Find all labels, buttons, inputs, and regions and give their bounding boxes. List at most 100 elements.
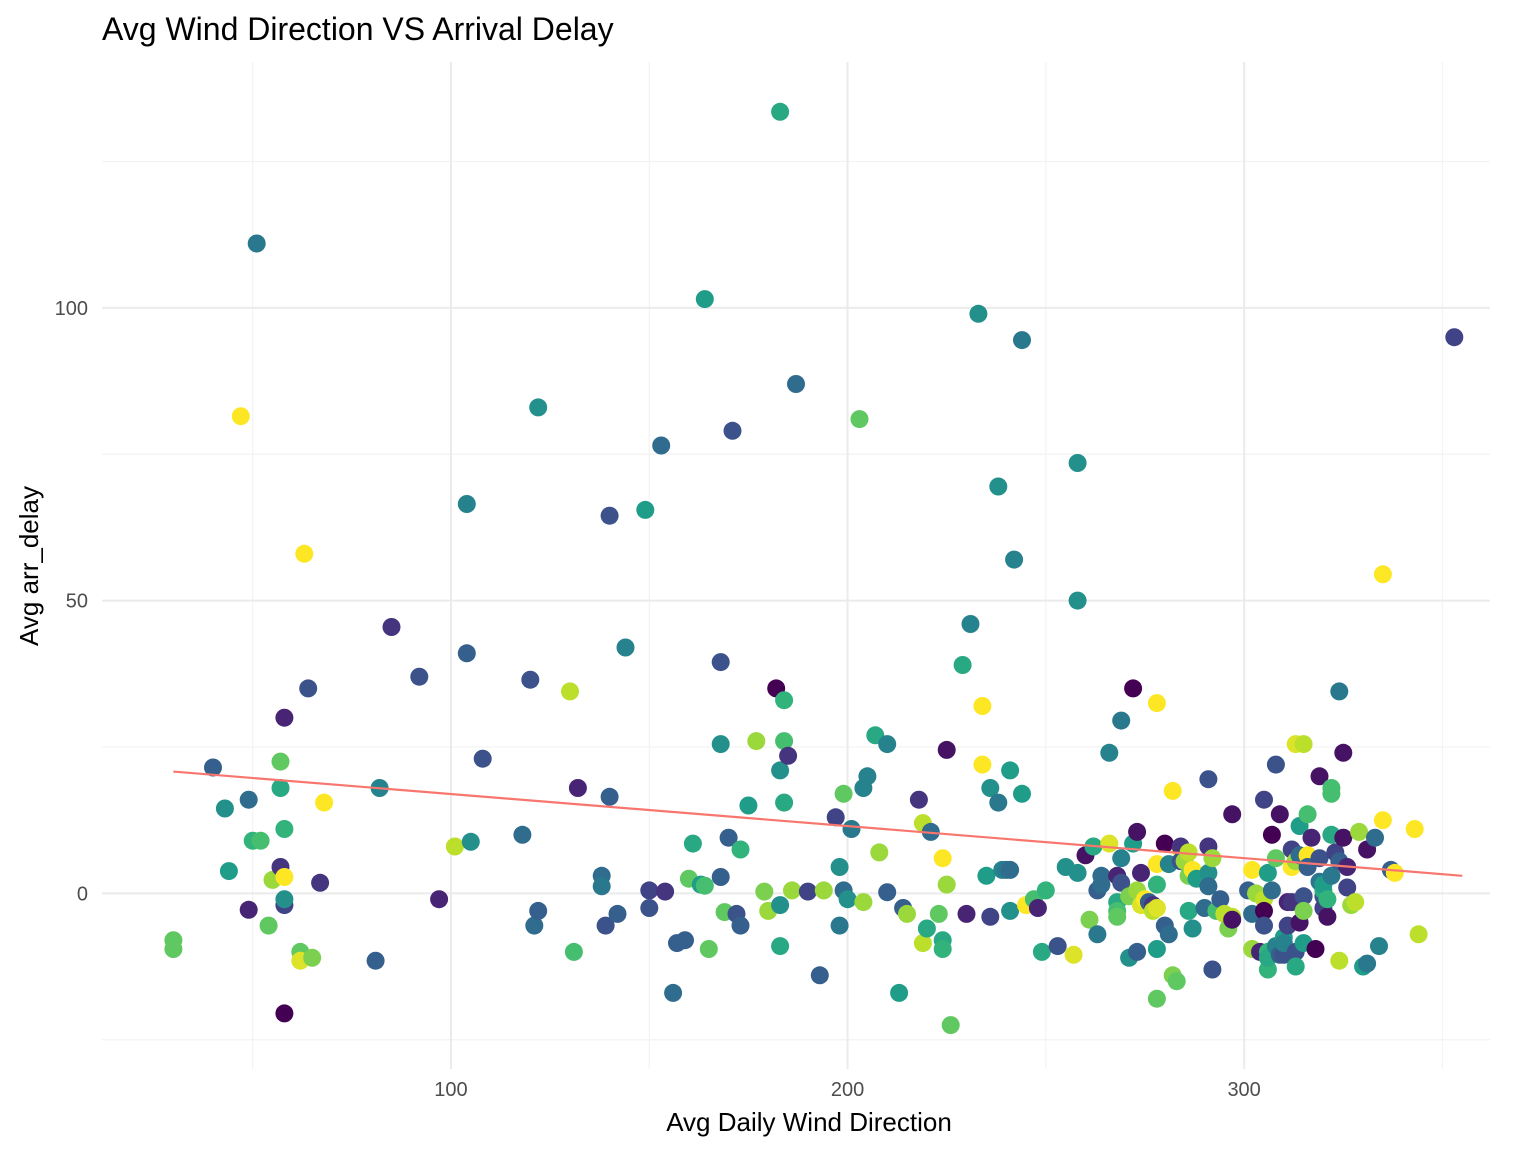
data-point bbox=[1258, 863, 1277, 882]
data-point bbox=[311, 873, 330, 892]
data-point bbox=[1445, 328, 1464, 347]
x-tick-label: 200 bbox=[831, 1079, 864, 1101]
data-point bbox=[870, 843, 889, 862]
data-point bbox=[215, 799, 234, 818]
data-point bbox=[303, 948, 322, 967]
data-point bbox=[1310, 767, 1329, 786]
data-point bbox=[842, 820, 861, 838]
data-point bbox=[1001, 761, 1020, 780]
data-point bbox=[1409, 925, 1428, 944]
data-point bbox=[814, 881, 833, 900]
data-point bbox=[1294, 735, 1313, 754]
data-point bbox=[521, 670, 540, 689]
data-point bbox=[1163, 781, 1182, 800]
data-point bbox=[275, 868, 294, 886]
data-point bbox=[1322, 784, 1341, 803]
x-tick-label: 100 bbox=[434, 1079, 467, 1101]
y-tick-label: 0 bbox=[77, 883, 88, 905]
data-point bbox=[937, 875, 956, 894]
data-point bbox=[1112, 711, 1131, 730]
data-point bbox=[1147, 940, 1166, 958]
data-point bbox=[878, 735, 897, 754]
data-point bbox=[461, 832, 480, 851]
data-point bbox=[933, 849, 952, 868]
data-point bbox=[1330, 682, 1349, 701]
data-points bbox=[164, 102, 1464, 1035]
data-point bbox=[1223, 910, 1242, 929]
data-point bbox=[1318, 890, 1337, 909]
data-point bbox=[1266, 849, 1285, 868]
data-point bbox=[1373, 811, 1392, 830]
data-point bbox=[878, 883, 897, 902]
data-point bbox=[1147, 899, 1166, 917]
data-point bbox=[1108, 907, 1127, 926]
trend-line bbox=[173, 770, 1463, 877]
minor-gridlines bbox=[102, 62, 1490, 1069]
data-point bbox=[1028, 899, 1047, 917]
data-point bbox=[1334, 828, 1353, 847]
data-point bbox=[973, 697, 992, 715]
data-point bbox=[1068, 863, 1087, 882]
data-point bbox=[719, 828, 738, 847]
data-point bbox=[1199, 877, 1218, 896]
data-point bbox=[1366, 828, 1384, 847]
trend-line-group bbox=[173, 770, 1463, 877]
data-point bbox=[640, 899, 659, 917]
data-point bbox=[676, 931, 694, 950]
data-point bbox=[457, 495, 476, 513]
data-point bbox=[1306, 940, 1325, 958]
data-point bbox=[1294, 887, 1313, 906]
data-point bbox=[275, 1004, 294, 1023]
data-point bbox=[1203, 849, 1222, 868]
data-point bbox=[854, 893, 873, 912]
data-point bbox=[1358, 954, 1377, 973]
data-point bbox=[989, 477, 1008, 496]
data-point bbox=[513, 825, 532, 844]
data-point bbox=[299, 679, 318, 698]
data-point bbox=[1199, 770, 1218, 789]
data-point bbox=[1064, 945, 1083, 964]
x-axis-title: Avg Daily Wind Direction bbox=[666, 1107, 952, 1137]
data-point bbox=[830, 916, 849, 935]
data-point bbox=[1255, 916, 1273, 935]
data-point bbox=[1203, 960, 1222, 979]
data-point bbox=[1270, 805, 1289, 824]
data-point bbox=[275, 820, 294, 838]
data-point bbox=[977, 866, 996, 885]
data-point bbox=[981, 779, 1000, 797]
data-point bbox=[1302, 828, 1321, 847]
data-point bbox=[711, 735, 730, 754]
data-point bbox=[382, 618, 401, 636]
data-point bbox=[981, 907, 1000, 926]
data-point bbox=[969, 304, 988, 323]
data-point bbox=[410, 667, 429, 686]
data-point bbox=[596, 916, 615, 935]
data-point bbox=[275, 708, 294, 727]
data-point bbox=[775, 793, 794, 812]
data-point bbox=[695, 290, 714, 309]
data-point bbox=[1100, 743, 1119, 762]
data-point bbox=[1262, 825, 1281, 844]
data-point bbox=[941, 1016, 960, 1035]
data-point bbox=[239, 900, 258, 919]
data-point bbox=[1370, 937, 1388, 956]
data-point bbox=[1112, 873, 1131, 892]
data-point bbox=[826, 808, 845, 827]
data-point bbox=[1179, 843, 1198, 862]
data-point bbox=[1385, 863, 1404, 882]
data-point bbox=[608, 904, 627, 923]
data-point bbox=[989, 793, 1008, 812]
data-point bbox=[1338, 878, 1357, 897]
data-point bbox=[917, 919, 936, 938]
data-point bbox=[783, 881, 801, 900]
data-point bbox=[933, 940, 952, 958]
data-point bbox=[699, 940, 718, 958]
data-point bbox=[755, 882, 774, 901]
data-point bbox=[1405, 820, 1424, 838]
data-point bbox=[1179, 901, 1198, 920]
data-point bbox=[1350, 822, 1369, 841]
data-point bbox=[929, 904, 948, 923]
data-point bbox=[953, 656, 972, 674]
data-point bbox=[1255, 901, 1273, 920]
data-point bbox=[275, 890, 294, 909]
